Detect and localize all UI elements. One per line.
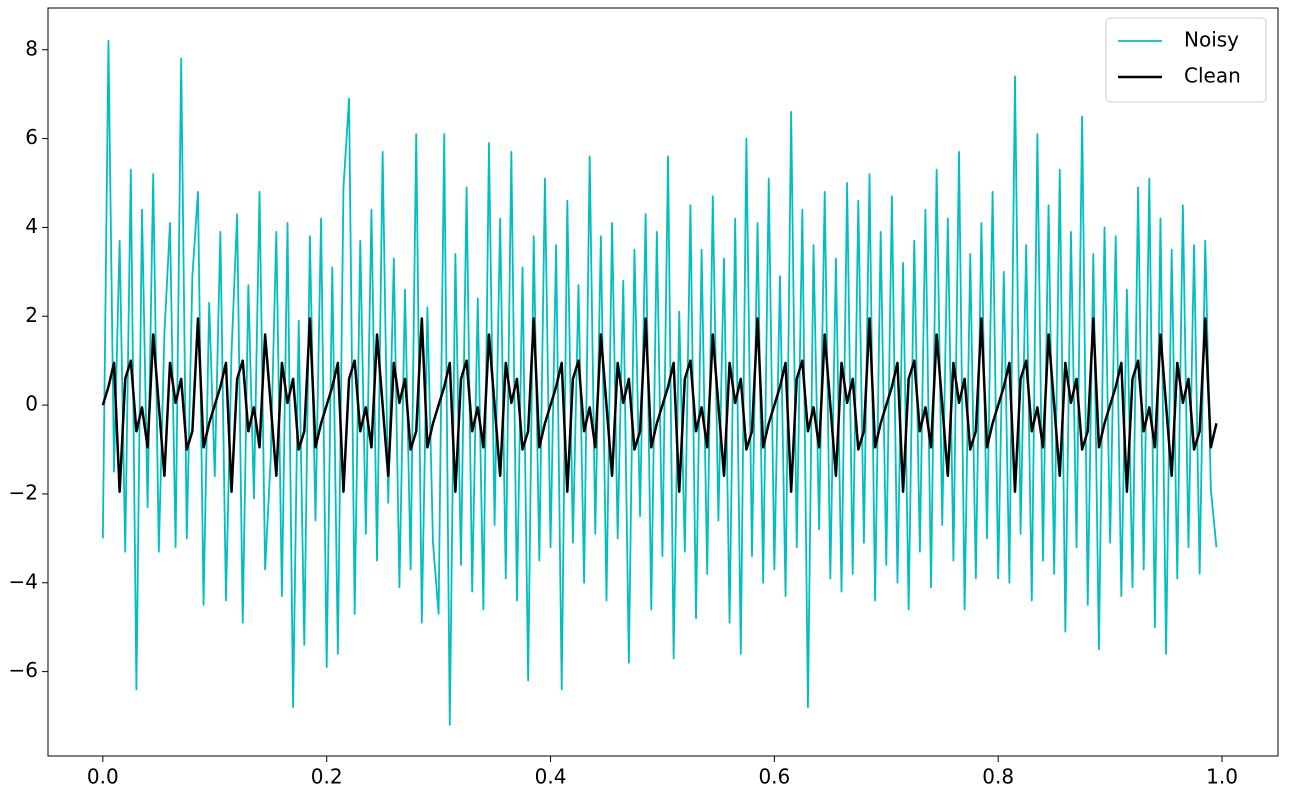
y-tick-label: 6 xyxy=(25,125,38,149)
x-tick-label: 0.2 xyxy=(311,765,343,789)
y-tick-label: 4 xyxy=(25,214,38,238)
legend-box xyxy=(1105,17,1267,103)
y-tick-label: −6 xyxy=(9,658,38,682)
x-tick-label: 0.6 xyxy=(758,765,790,789)
y-tick-label: 8 xyxy=(25,36,38,60)
x-tick-label: 0.8 xyxy=(982,765,1014,789)
legend-label: Noisy xyxy=(1184,28,1239,52)
y-tick-label: −2 xyxy=(9,480,38,504)
y-tick-label: −4 xyxy=(9,569,38,593)
x-tick-label: 0.4 xyxy=(535,765,567,789)
plot-frame xyxy=(47,7,1279,757)
legend-label: Clean xyxy=(1184,64,1241,88)
series-line xyxy=(101,39,1218,726)
series-line xyxy=(101,317,1218,493)
y-tick-label: 2 xyxy=(25,303,38,327)
x-tick-label: 1.0 xyxy=(1206,765,1238,789)
y-tick-label: 0 xyxy=(25,392,38,416)
x-tick-label: 0.0 xyxy=(87,765,119,789)
